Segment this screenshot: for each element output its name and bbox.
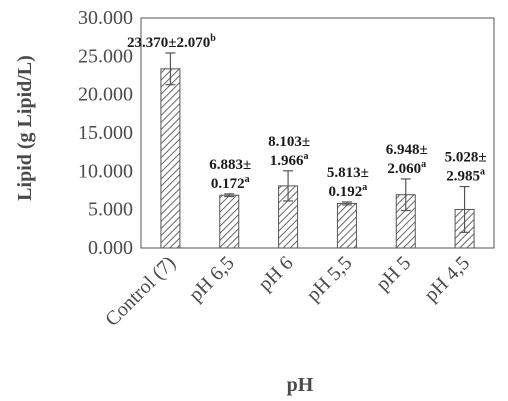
- y-tick-label: 25.000: [78, 45, 133, 67]
- data-label: 5.813±: [327, 165, 369, 181]
- bar: [160, 68, 181, 249]
- y-tick-label: 5.000: [88, 199, 133, 221]
- error-bar: [165, 52, 176, 86]
- x-axis-title: pH: [287, 374, 314, 396]
- data-label: 23.370±2.070b: [127, 33, 216, 51]
- y-tick-label: 30.000: [78, 7, 133, 29]
- data-label: 6.883±: [209, 157, 251, 173]
- data-label: 0.172a: [211, 174, 250, 192]
- error-bar: [224, 193, 235, 198]
- data-label: 1.966a: [270, 151, 309, 169]
- y-tick-label: 10.000: [78, 160, 133, 182]
- data-label: 8.103±: [268, 134, 310, 150]
- error-bar: [341, 201, 352, 206]
- x-tick-label: pH 5: [372, 252, 415, 295]
- plot-frame: [140, 17, 495, 249]
- bars: [160, 68, 475, 249]
- y-tick-label: 15.000: [78, 122, 133, 144]
- data-labels: 23.370±2.070b 6.883±0.172a 8.103±1.966a 5.8…: [127, 33, 487, 200]
- y-axis-title: Lipid (g Lipid/L): [14, 55, 36, 201]
- x-tick-label: Control (7): [101, 252, 180, 331]
- error-bar: [459, 185, 470, 233]
- x-axis-ticks: Control (7) pH 6,5 pH 6 pH 5,5 pH 5 pH 4,5: [101, 252, 474, 331]
- bar: [336, 202, 357, 249]
- bar: [219, 194, 240, 249]
- y-tick-label: 20.000: [78, 84, 133, 106]
- data-label: 6.948±: [386, 142, 428, 158]
- x-tick-label: pH 4,5: [420, 252, 474, 306]
- x-tick-label: pH 5,5: [302, 252, 356, 306]
- data-label: 0.192a: [329, 182, 368, 200]
- error-bar: [400, 178, 411, 212]
- data-label: 2.060a: [387, 159, 426, 177]
- x-tick-label: pH 6,5: [185, 252, 239, 306]
- error-bars: [165, 52, 470, 233]
- data-label: 2.985a: [446, 167, 485, 185]
- x-tick-label: pH 6: [254, 252, 297, 295]
- error-bar: [283, 170, 294, 202]
- y-axis-ticks: 0.000 5.000 10.000 15.000 20.000 25.000 30.000: [78, 7, 133, 259]
- y-tick-label: 0.000: [88, 237, 133, 259]
- data-label: 5.028±: [445, 150, 487, 166]
